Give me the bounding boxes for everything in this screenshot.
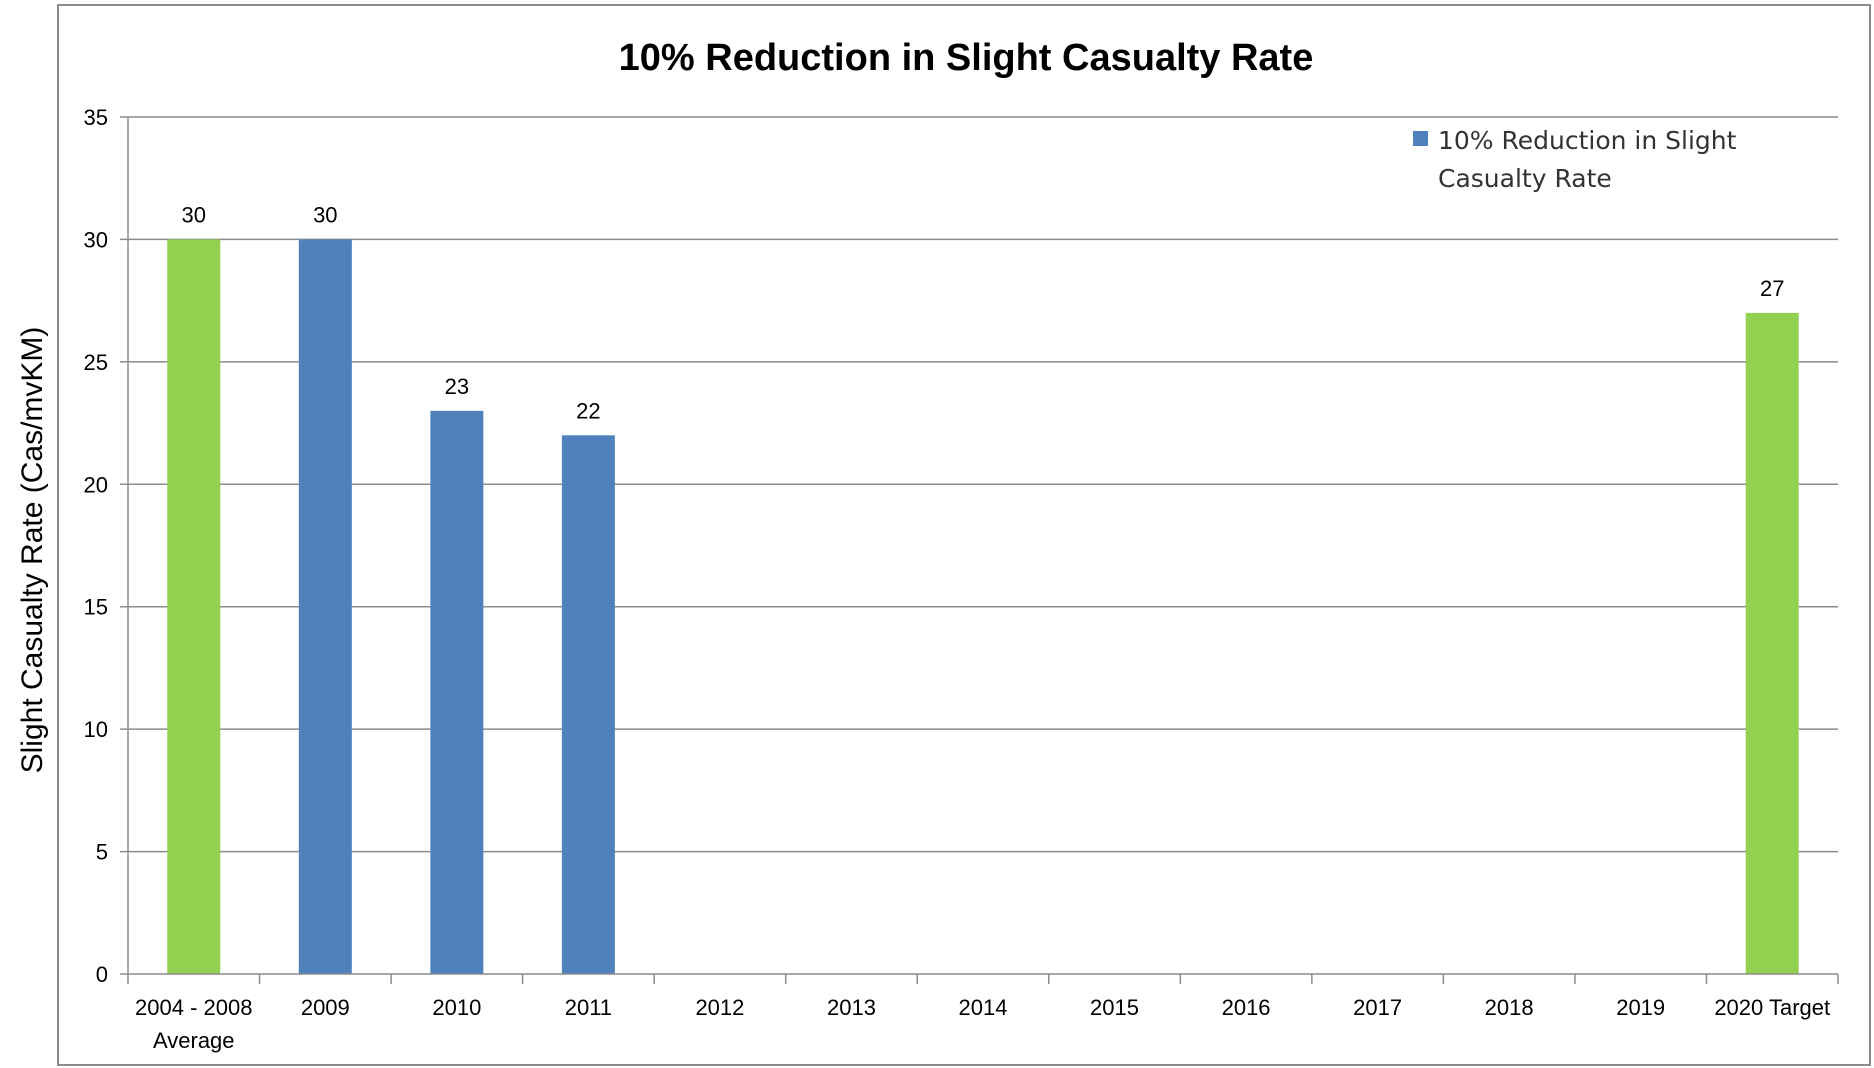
y-tick-label: 0 [96, 962, 108, 987]
x-tick-label: 2013 [827, 995, 876, 1020]
y-axis-ticks: 0 5 10 15 20 25 30 35 [84, 105, 108, 987]
x-tick-label: 2014 [959, 995, 1008, 1020]
x-tick-label: 2020 Target [1714, 995, 1830, 1020]
data-label-2: 23 [445, 374, 469, 399]
x-tick-label: 2004 - 2008 [135, 995, 252, 1020]
data-label-1: 30 [313, 202, 337, 227]
gridlines [120, 116, 1838, 853]
chart-frame [57, 4, 1871, 1066]
x-tick-label: 2015 [1090, 995, 1139, 1020]
legend-label-line-2: Casualty Rate [1438, 164, 1612, 193]
bar-2 [430, 410, 484, 974]
legend-label-line-1: 10% Reduction in Slight [1438, 126, 1737, 155]
x-tick-label: 2018 [1485, 995, 1534, 1020]
legend: 10% Reduction in Slight Casualty Rate [1413, 126, 1737, 193]
y-tick-label: 15 [84, 595, 108, 620]
y-tick-label: 30 [84, 227, 108, 252]
x-tick-label: 2009 [301, 995, 350, 1020]
bars [167, 239, 1799, 974]
x-tick-label: 2017 [1353, 995, 1402, 1020]
x-tick-label: Average [153, 1028, 235, 1053]
y-tick-label: 25 [84, 350, 108, 375]
x-tick-label: 2016 [1222, 995, 1271, 1020]
bar-3 [561, 435, 615, 974]
data-label-12: 27 [1760, 276, 1784, 301]
x-tick-label: 2011 [565, 995, 612, 1020]
data-label-3: 22 [576, 398, 600, 423]
y-tick-label: 35 [84, 105, 108, 130]
bar-1 [298, 239, 352, 974]
x-tick-label: 2010 [432, 995, 481, 1020]
chart-title: 10% Reduction in Slight Casualty Rate [619, 37, 1314, 79]
x-tick-label: 2019 [1616, 995, 1665, 1020]
x-tick-label: 2012 [695, 995, 744, 1020]
y-tick-label: 10 [84, 717, 108, 742]
data-labels: 30 30 23 22 27 [182, 202, 1785, 423]
x-axis-ticks: 2004 - 2008 Average 2009 2010 2011 2012 2013 20… [135, 995, 1830, 1053]
bar-12 [1745, 312, 1799, 974]
y-axis-label: Slight Casualty Rate (Cas/mvKM) [16, 327, 49, 774]
data-label-0: 30 [182, 202, 206, 227]
bar-0 [167, 239, 221, 974]
legend-swatch [1413, 131, 1428, 146]
y-tick-label: 20 [84, 472, 108, 497]
x-axis [120, 117, 1839, 984]
y-tick-label: 5 [96, 840, 108, 865]
